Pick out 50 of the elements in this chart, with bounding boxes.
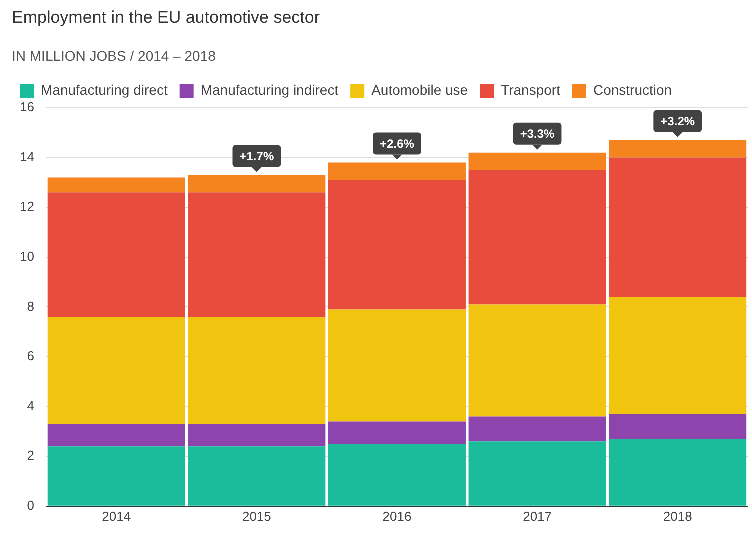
y-tick-label: 14 (20, 149, 34, 164)
legend-label: Transport (501, 82, 561, 98)
bar (328, 180, 466, 310)
y-tick-label: 0 (27, 498, 34, 513)
x-tick-label: 2015 (242, 508, 272, 524)
bar (328, 444, 466, 506)
y-tick-label: 12 (20, 199, 34, 214)
bar (609, 297, 747, 414)
y-tick-label: 10 (20, 248, 34, 264)
annotation: +3.3% (520, 127, 556, 142)
legend-label: Manufacturing indirect (200, 82, 339, 98)
y-tick-label: 6 (27, 348, 34, 364)
bar (328, 162, 466, 180)
bar (468, 416, 606, 442)
bar (48, 192, 186, 318)
legend-label: Automobile use (372, 82, 468, 98)
x-tick-label: 2018 (663, 508, 692, 524)
bar (188, 424, 326, 447)
bar (188, 317, 326, 424)
bar (468, 152, 606, 170)
bar (468, 442, 606, 506)
y-tick-label: 4 (27, 398, 34, 414)
legend-label: Construction (593, 82, 672, 98)
bar (468, 170, 606, 305)
bar (328, 310, 466, 422)
annotation: +3.2% (660, 114, 696, 129)
legend-label: Manufacturing direct (41, 82, 168, 98)
bar (609, 140, 747, 158)
bar (188, 446, 326, 506)
chart-title: Employment in the EU automotive sector (12, 8, 320, 28)
bar (48, 317, 186, 424)
bar (609, 158, 747, 298)
y-tick-label: 16 (20, 100, 34, 115)
bar (468, 304, 606, 417)
bar (609, 439, 747, 506)
annotation: +2.6% (380, 137, 415, 152)
bar (188, 175, 326, 193)
bar (328, 422, 466, 444)
x-tick-label: 2017 (523, 508, 552, 524)
bar (48, 446, 186, 506)
bar (48, 424, 186, 447)
y-tick-label: 8 (27, 298, 34, 314)
bar (609, 414, 747, 440)
annotation: +1.7% (240, 150, 274, 164)
x-tick-label: 2016 (382, 508, 412, 524)
bar (48, 178, 186, 193)
bar (188, 192, 326, 318)
chart-subtitle: IN MILLION JOBS / 2014 – 2018 (12, 48, 216, 64)
y-tick-label: 2 (27, 448, 34, 464)
x-tick-label: 2014 (102, 508, 132, 524)
